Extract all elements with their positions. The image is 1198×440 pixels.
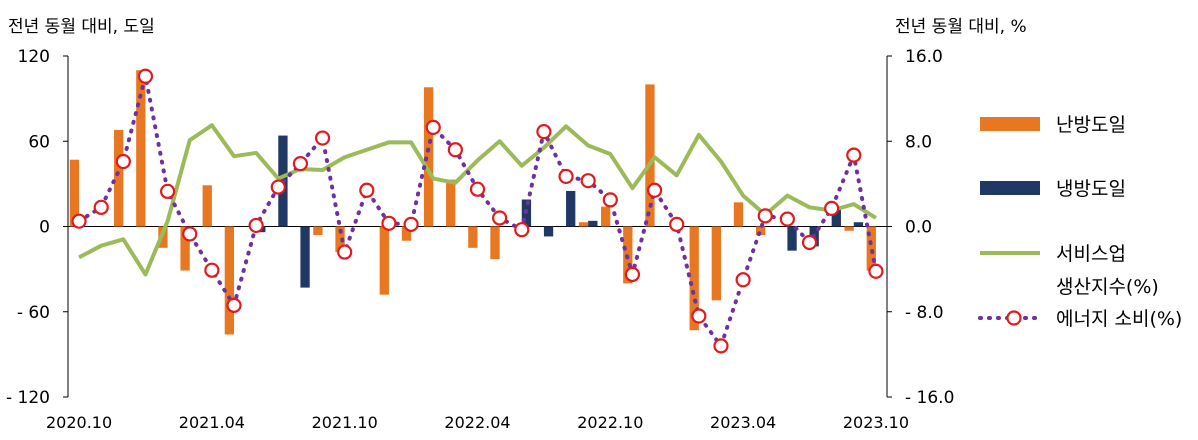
heating-degree-day-bar [490, 226, 500, 260]
cooling-degree-day-bar [300, 226, 310, 288]
heating-degree-day-bar [645, 84, 655, 227]
cooling-degree-day-bar [787, 226, 797, 251]
left-axis-tick-label: 60 [28, 132, 50, 152]
heating-degree-day-bar [689, 226, 699, 331]
heating-degree-day-bar [755, 226, 766, 236]
right-axis-tick-label: 16.0 [905, 47, 943, 67]
energy-consumption-marker [93, 199, 109, 215]
energy-consumption-marker [868, 263, 884, 279]
energy-consumption-marker [248, 217, 264, 234]
heating-degree-day-bar [379, 226, 389, 295]
heating-degree-day-bar [468, 226, 478, 248]
energy-consumption-marker [71, 213, 87, 229]
energy-consumption-marker [469, 181, 486, 197]
x-axis-tick-label: 2021.10 [312, 413, 378, 432]
heating-degree-day-bar [844, 226, 854, 231]
energy-consumption-marker [182, 226, 198, 242]
heating-degree-day-bar [180, 226, 190, 271]
energy-consumption-marker [713, 338, 729, 354]
energy-consumption-marker [669, 216, 685, 232]
legend-swatch-heating [980, 117, 1040, 131]
legend-label-heating: 난방도일 [1056, 114, 1126, 136]
heating-degree-day-bar [114, 129, 124, 227]
service-production-line [78, 123, 877, 277]
energy-consumption-marker [204, 262, 220, 278]
energy-consumption-marker [381, 215, 397, 231]
heating-degree-day-bar [733, 202, 744, 227]
energy-consumption-marker [160, 183, 176, 199]
legend-label-service-line2: 생산지수(%) [1056, 276, 1159, 298]
legend-swatch-cooling [980, 181, 1040, 195]
cooling-degree-day-bar [831, 208, 841, 227]
cooling-degree-day-bar [588, 220, 598, 227]
x-axis-tick-label: 2022.04 [444, 413, 510, 432]
energy-consumption-marker [580, 173, 596, 189]
heating-degree-day-bar [601, 206, 611, 227]
cooling-degree-day-bar [566, 190, 576, 227]
energy-consumption-marker [226, 297, 242, 313]
heating-degree-day-bar [578, 222, 589, 227]
legend-swatch-energy-marker [1006, 310, 1022, 326]
heating-degree-day-bar [401, 226, 412, 241]
energy-consumption-marker [602, 192, 618, 208]
energy-consumption-marker [801, 234, 818, 251]
x-axis-tick-label: 2020.10 [46, 413, 112, 432]
energy-consumption-marker [425, 119, 441, 135]
energy-consumption-marker [115, 153, 131, 170]
heating-degree-day-bar [224, 226, 235, 335]
cooling-degree-day-bar [543, 226, 554, 237]
x-axis-tick-label: 2022.10 [577, 413, 643, 432]
legend-label-energy: 에너지 소비(%) [1056, 308, 1182, 330]
energy-consumption-marker [337, 244, 353, 260]
right-axis-tick-label: 0.0 [905, 218, 932, 238]
energy-consumption-marker [359, 182, 375, 198]
energy-consumption-marker [646, 182, 663, 198]
x-axis-tick-label: 2023.04 [710, 413, 776, 432]
energy-consumption-marker [292, 156, 309, 172]
energy-consumption-marker [447, 142, 463, 158]
energy-consumption-marker [514, 222, 530, 238]
right-axis-tick-label: 8.0 [905, 132, 932, 152]
energy-consumption-marker [270, 179, 286, 195]
x-axis-tick-label: 2021.04 [179, 413, 245, 432]
left-axis-tick-label: 0 [39, 218, 50, 238]
energy-consumption-marker [779, 211, 795, 227]
heating-degree-day-bar [313, 226, 323, 236]
heating-degree-day-bar [423, 87, 434, 227]
heating-degree-day-bar [136, 70, 146, 227]
energy-consumption-marker [492, 210, 508, 226]
left-axis-tick-label: - 120 [6, 388, 50, 408]
x-axis-tick-label: 2023.10 [843, 413, 909, 432]
energy-consumption-marker [403, 216, 419, 232]
energy-consumption-marker [536, 124, 552, 140]
energy-consumption-marker [846, 147, 862, 163]
left-axis-unit-label: 전년 동월 대비, 도일 [8, 17, 155, 37]
legend-label-service: 서비스업 [1056, 243, 1126, 265]
heating-degree-day-bar [202, 185, 212, 227]
cooling-degree-day-bar [853, 222, 864, 227]
energy-consumption-marker [735, 272, 751, 288]
energy-consumption-marker [824, 200, 840, 216]
energy-consumption-marker [757, 208, 773, 224]
left-axis-tick-label: 120 [18, 47, 50, 67]
heating-degree-day-bar [711, 226, 721, 301]
heating-degree-day-bar [335, 226, 345, 253]
heating-degree-day-bar [866, 226, 876, 271]
heating-degree-day-bar [69, 159, 80, 227]
energy-consumption-marker [137, 68, 154, 84]
legend-label-cooling: 냉방도일 [1056, 178, 1126, 200]
left-axis-tick-label: - 60 [17, 303, 50, 323]
right-axis-unit-label: 전년 동월 대비, % [895, 17, 1027, 37]
right-axis-tick-label: - 8.0 [905, 303, 944, 323]
right-axis-tick-label: - 16.0 [905, 388, 954, 408]
energy-consumption-marker [558, 168, 574, 185]
energy-consumption-marker [691, 308, 707, 324]
energy-consumption-marker [314, 130, 331, 146]
energy-consumption-marker [624, 266, 641, 283]
energy-consumption-line [77, 74, 878, 348]
heating-degree-day-bar [446, 179, 456, 227]
